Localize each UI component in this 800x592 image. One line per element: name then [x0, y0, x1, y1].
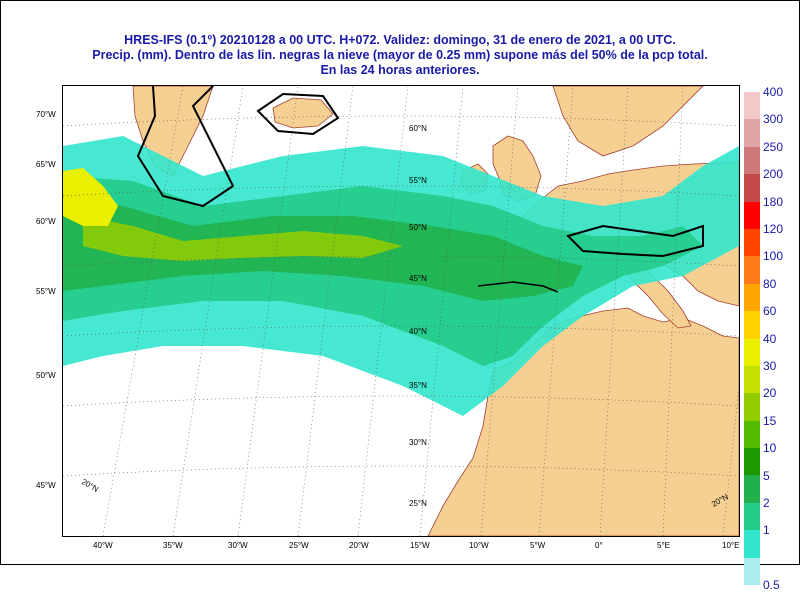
- legend-swatch: [744, 557, 760, 586]
- graticule: [63, 86, 739, 536]
- legend-swatch: [744, 228, 760, 257]
- legend-swatch: [744, 119, 760, 147]
- title-line-2: Precip. (mm). Dentro de las lin. negras …: [92, 48, 708, 62]
- legend-label: 30: [763, 359, 777, 373]
- legend-swatch: [744, 420, 760, 449]
- legend-label: 80: [763, 276, 777, 291]
- precipitation-map: 60°N 55°N 50°N 45°N 40°N 35°N 30°N 25°N …: [62, 85, 740, 537]
- bottom-label-35w: 35°W: [163, 541, 183, 550]
- legend-swatch: [744, 475, 760, 503]
- bottom-label-5w: 5°W: [530, 541, 546, 550]
- map-canvas: [63, 86, 739, 536]
- bottom-label-25w: 25°W: [289, 541, 309, 550]
- bottom-label-15w: 15°W: [410, 541, 430, 550]
- legend-label: 120: [763, 222, 784, 236]
- legend-label: 100: [763, 249, 784, 264]
- legend-label: 300: [763, 112, 784, 127]
- bottom-label-10w: 10°W: [469, 541, 489, 550]
- lat-label-30n: 30°N: [409, 438, 427, 447]
- legend-label: 20: [763, 386, 777, 401]
- legend-label: 400: [763, 85, 784, 99]
- snow-line-alps: [566, 224, 704, 258]
- bottom-label-20w: 20°W: [349, 541, 369, 550]
- legend-label: 5: [763, 468, 770, 483]
- title-line-3: En las 24 horas anteriores.: [320, 63, 480, 77]
- left-label-70w: 70°W: [36, 110, 56, 119]
- legend-label: 180: [763, 194, 784, 209]
- legend-swatch: [744, 311, 760, 339]
- precip-yellow-patch: [63, 168, 118, 226]
- legend-label: 250: [763, 139, 784, 154]
- iceland-land: [272, 97, 334, 129]
- legend-label: 60: [763, 304, 777, 319]
- legend-label: 0.5: [763, 578, 780, 592]
- left-label-50w: 50°W: [36, 371, 56, 380]
- bottom-label-40w: 40°W: [93, 541, 113, 550]
- lat-label-35n: 35°N: [409, 381, 427, 390]
- legend-label: 40: [763, 331, 777, 346]
- precip-color-legend: [744, 92, 760, 586]
- bottom-label-5e: 5°E: [657, 541, 670, 550]
- left-label-60w: 60°W: [36, 217, 56, 226]
- left-label-55w: 55°W: [36, 287, 56, 296]
- legend-swatch: [744, 393, 760, 421]
- legend-swatch: [744, 256, 760, 284]
- legend-swatch: [744, 174, 760, 202]
- legend-swatch: [744, 530, 760, 558]
- map-title: HRES-IFS (0.1º) 20210128 a 00 UTC. H+072…: [0, 33, 800, 78]
- legend-label: 10: [763, 441, 777, 456]
- legend-swatch: [744, 283, 760, 312]
- lat-label-50n: 50°N: [409, 223, 427, 232]
- left-label-45w: 45°W: [36, 481, 56, 490]
- lat-label-55n: 55°N: [409, 176, 427, 185]
- precip-core: [83, 216, 403, 261]
- legend-label: 15: [763, 413, 777, 428]
- legend-label: 1: [763, 523, 770, 538]
- legend-swatch: [744, 146, 760, 175]
- bottom-label-10e: 10°E: [722, 541, 740, 550]
- lat-label-25n: 25°N: [409, 499, 427, 508]
- bottom-label-0: 0°: [595, 541, 603, 550]
- legend-swatch: [744, 338, 760, 366]
- legend-swatch: [744, 448, 760, 476]
- scandinavia-land: [552, 86, 704, 157]
- legend-label: 2: [763, 496, 770, 510]
- legend-swatch: [744, 201, 760, 229]
- legend-swatch: [744, 92, 760, 120]
- title-line-1: HRES-IFS (0.1º) 20210128 a 00 UTC. H+072…: [124, 33, 676, 47]
- bottom-label-30w: 30°W: [228, 541, 248, 550]
- left-label-65w: 65°W: [36, 160, 56, 169]
- snow-line-iceland: [256, 92, 340, 136]
- lat-label-40n: 40°N: [409, 327, 427, 336]
- legend-swatch: [744, 502, 760, 531]
- snow-line-iberia: [477, 281, 559, 293]
- lat-label-45n: 45°N: [409, 274, 427, 283]
- legend-label: 200: [763, 167, 784, 182]
- legend-swatch: [744, 365, 760, 394]
- lat-label-60n: 60°N: [409, 124, 427, 133]
